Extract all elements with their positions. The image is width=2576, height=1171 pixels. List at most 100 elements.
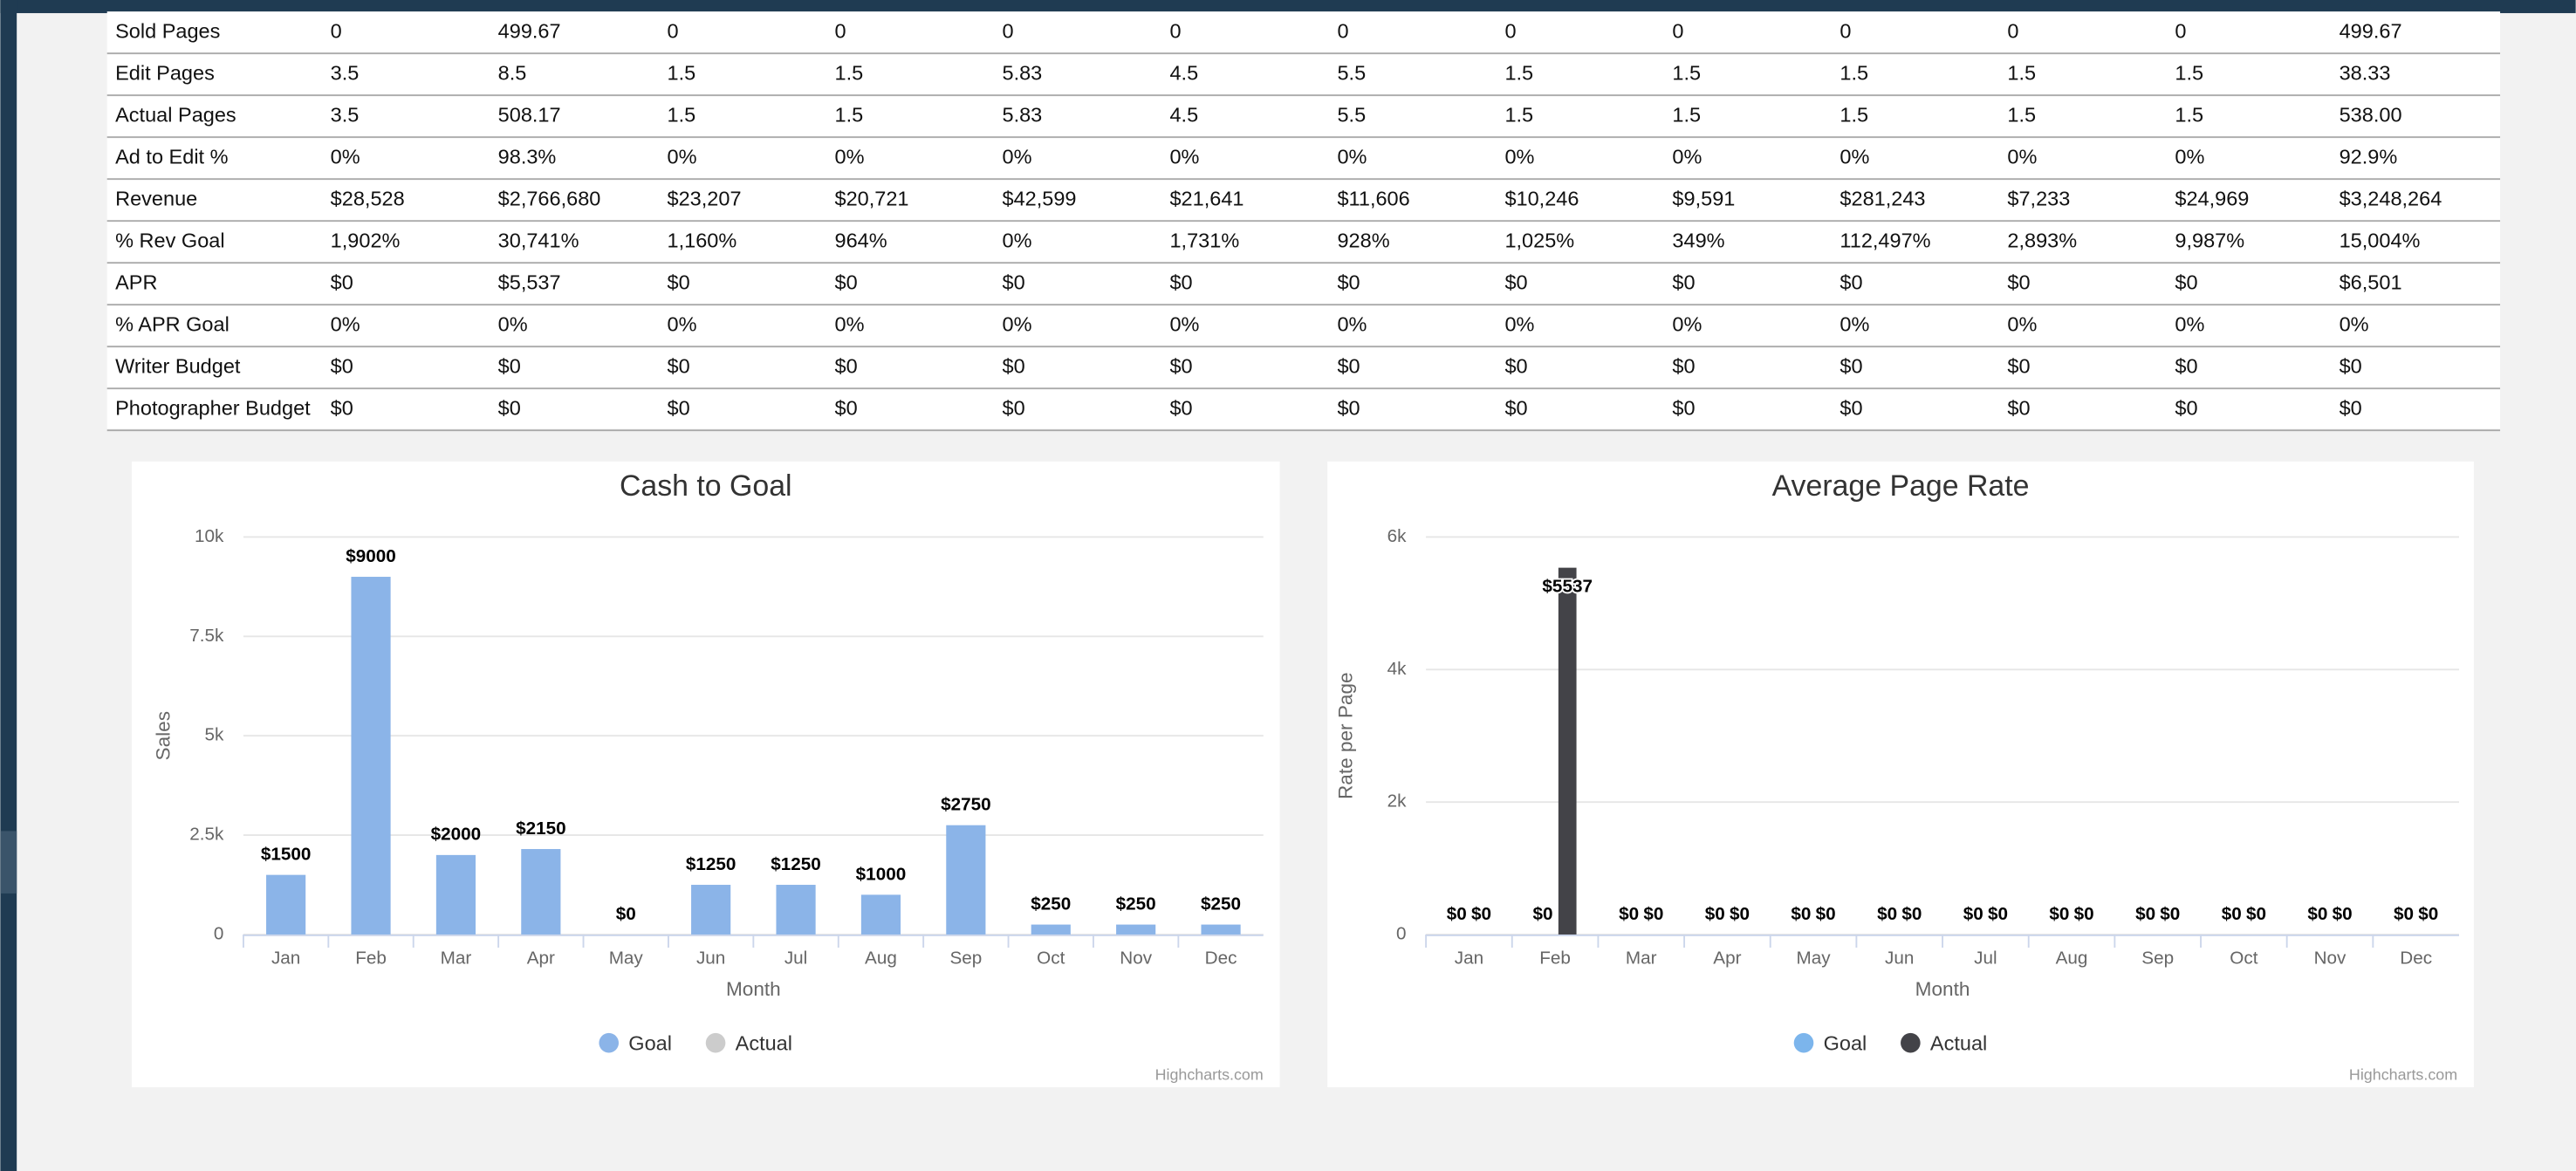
table-cell: $0 [331, 354, 353, 377]
x-tick-label: Mar [441, 948, 472, 969]
table-cell: 349% [1672, 229, 1724, 251]
table-cell: 0% [1002, 145, 1031, 168]
table-cell: $0 [1840, 396, 1862, 419]
table-cell: 0 [1672, 19, 1683, 42]
data-label: $250 [1201, 894, 1241, 914]
data-label: $1500 [261, 845, 312, 865]
table-cell: 0% [1672, 312, 1702, 335]
table-cell: $0 [1002, 354, 1024, 377]
y-tick-label: 5k [204, 725, 224, 745]
credit: Highcharts.com [1155, 1066, 1264, 1084]
table-cell: Actual Pages [115, 103, 236, 126]
table-cell: 1.5 [1840, 61, 1868, 84]
data-label: $0 [1471, 904, 1491, 924]
table-cell: 5.5 [1337, 103, 1366, 126]
x-tick-label: Mar [1626, 948, 1657, 969]
table-cell: 98.3% [498, 145, 557, 168]
legend-item[interactable]: Actual [1930, 1031, 1987, 1054]
table-cell: 4.5 [1169, 61, 1198, 84]
table-cell: 3.5 [331, 61, 360, 84]
table-cell: $6,501 [2340, 270, 2402, 293]
table-cell: Photographer Budget [115, 396, 311, 419]
table-cell: 38.33 [2340, 61, 2391, 84]
x-tick-label: Feb [1539, 948, 1571, 969]
table-cell: 4.5 [1169, 103, 1198, 126]
table-cell: 1.5 [1504, 103, 1533, 126]
table-cell: $0 [835, 354, 858, 377]
data-label: $0 [2049, 904, 2069, 924]
table-cell: 0% [2007, 145, 2037, 168]
table-cell: 0% [2175, 312, 2204, 335]
table-cell: 1,731% [1169, 229, 1239, 251]
table-cell: 0 [668, 19, 679, 42]
data-label: $0 [616, 904, 636, 924]
table-cell: $0 [1672, 354, 1695, 377]
data-label: $0 [2307, 904, 2327, 924]
x-tick-label: May [609, 948, 644, 969]
table-cell: 1.5 [2175, 61, 2203, 84]
x-tick-label: Aug [865, 948, 897, 969]
table-cell: 0% [2007, 312, 2037, 335]
table-cell: $0 [1337, 354, 1360, 377]
y-tick-label: 7.5k [189, 626, 224, 646]
top-bar [0, 0, 2576, 14]
table-cell: 0% [1840, 145, 1869, 168]
table-cell: $0 [668, 270, 690, 293]
table-cell: $0 [1504, 270, 1527, 293]
table-cell: 1.5 [2007, 103, 2036, 126]
table-cell: $42,599 [1002, 187, 1076, 209]
table-cell: 30,741% [498, 229, 579, 251]
table-cell: $23,207 [668, 187, 742, 209]
table-cell: 964% [835, 229, 887, 251]
table-cell: $0 [1002, 396, 1024, 419]
data-label: $0 [1705, 904, 1725, 924]
table-cell: $0 [2175, 354, 2197, 377]
data-label: $1250 [686, 854, 736, 874]
table-cell: 3.5 [331, 103, 360, 126]
table-cell: 5.5 [1337, 61, 1366, 84]
table-cell: 0 [1840, 19, 1851, 42]
table-cell: 1,025% [1504, 229, 1574, 251]
legend-item[interactable]: Actual [736, 1031, 792, 1054]
x-tick-label: Oct [2230, 948, 2257, 969]
table-cell: $2,766,680 [498, 187, 601, 209]
table-cell: $0 [1169, 270, 1192, 293]
x-tick-label: Apr [1713, 948, 1741, 969]
table-cell: 538.00 [2340, 103, 2402, 126]
sidebar-item[interactable] [0, 831, 17, 894]
table-cell: $3,248,264 [2340, 187, 2442, 209]
data-label: $0 [1730, 904, 1750, 924]
table-cell: $0 [2007, 396, 2030, 419]
table-cell: 928% [1337, 229, 1389, 251]
table-cell: $0 [2175, 270, 2197, 293]
y-tick-label: 4k [1387, 659, 1408, 679]
table-cell: $11,606 [1337, 187, 1409, 209]
table-cell: 0% [835, 145, 865, 168]
bar [691, 885, 731, 935]
table-cell: 0% [835, 312, 865, 335]
table-cell: $0 [1337, 270, 1360, 293]
table-cell: $0 [2007, 270, 2030, 293]
legend-item[interactable]: Goal [628, 1031, 672, 1054]
table-cell: $0 [1169, 354, 1192, 377]
table-cell: 499.67 [498, 19, 561, 42]
x-tick-label: Jan [271, 948, 300, 969]
table-cell: 92.9% [2340, 145, 2398, 168]
table-cell: Writer Budget [115, 354, 241, 377]
bar [1201, 924, 1241, 935]
table-cell: $0 [1504, 354, 1527, 377]
table-cell: $0 [1840, 270, 1862, 293]
chart-panel [1327, 461, 2474, 1088]
table-cell: 0% [498, 312, 528, 335]
table-cell: % APR Goal [115, 312, 230, 335]
y-tick-label: 6k [1387, 526, 1408, 546]
table-cell: 0 [331, 19, 342, 42]
data-label: $1000 [856, 864, 907, 884]
legend-item[interactable]: Goal [1824, 1031, 1867, 1054]
table-cell: 1.5 [1840, 103, 1868, 126]
x-tick-label: Oct [1037, 948, 1065, 969]
x-tick-label: Feb [355, 948, 387, 969]
table-cell: $0 [331, 270, 353, 293]
x-axis-title: Month [1915, 978, 1970, 1000]
table-cell: 0% [1169, 145, 1199, 168]
